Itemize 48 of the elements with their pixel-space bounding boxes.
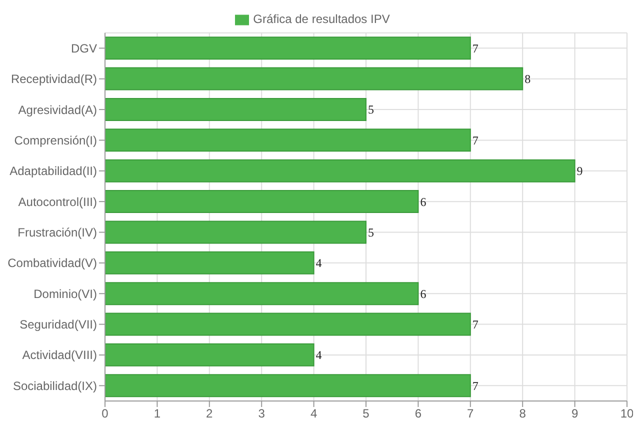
x-tick-label: 9 xyxy=(571,406,578,421)
x-tick-label: 5 xyxy=(362,406,370,421)
y-tick-label: Autocontrol(III) xyxy=(18,194,97,209)
bar xyxy=(105,251,314,274)
y-tick-label: Adaptabilidad(II) xyxy=(10,164,97,178)
bar xyxy=(105,128,471,152)
y-tick-label: DGV xyxy=(70,41,97,56)
legend-label: Gráfica de resultados IPV xyxy=(253,12,390,26)
data-label: 7 xyxy=(472,41,478,56)
y-tick-label: Agresividad(A) xyxy=(18,102,97,117)
x-tick-label: 7 xyxy=(467,406,474,421)
data-label: 5 xyxy=(368,102,374,117)
data-label: 4 xyxy=(316,256,322,270)
data-label: 7 xyxy=(472,133,478,148)
data-label: 4 xyxy=(316,348,322,362)
bar xyxy=(105,190,419,214)
x-tick-label: 10 xyxy=(620,406,634,421)
x-tick-label: 6 xyxy=(414,406,422,421)
data-label: 6 xyxy=(420,194,426,209)
bar xyxy=(105,343,314,366)
bar xyxy=(105,159,576,182)
y-tick-label: Dominio(VI) xyxy=(34,286,97,301)
data-label: 9 xyxy=(576,164,583,178)
x-tick-label: 8 xyxy=(519,406,526,421)
y-tick-label: Combatividad(V) xyxy=(8,256,97,270)
data-label: 8 xyxy=(524,72,531,86)
data-label: 7 xyxy=(472,378,478,393)
bar xyxy=(105,98,366,121)
y-tick-label: Seguridad(VII) xyxy=(20,318,97,332)
y-tick-label: Actividad(VIII) xyxy=(22,348,97,362)
bar xyxy=(105,312,471,336)
data-label: 5 xyxy=(368,225,374,240)
data-label: 7 xyxy=(472,318,478,332)
x-tick-label: 4 xyxy=(310,406,318,421)
bar xyxy=(105,374,471,398)
y-tick-label: Sociabilidad(IX) xyxy=(12,378,97,393)
data-label: 6 xyxy=(420,286,426,301)
y-tick-label: Comprensión(I) xyxy=(14,133,97,148)
x-tick-label: 2 xyxy=(206,406,214,421)
x-tick-label: 0 xyxy=(102,406,109,421)
x-tick-label: 1 xyxy=(154,406,161,421)
bar xyxy=(105,282,419,306)
bar xyxy=(105,36,471,60)
x-tick-label: 3 xyxy=(258,406,266,421)
y-tick-label: Frustración(IV) xyxy=(18,226,97,240)
bar xyxy=(105,220,366,244)
bar xyxy=(105,67,524,90)
y-tick-label: Receptividad(R) xyxy=(10,72,97,86)
